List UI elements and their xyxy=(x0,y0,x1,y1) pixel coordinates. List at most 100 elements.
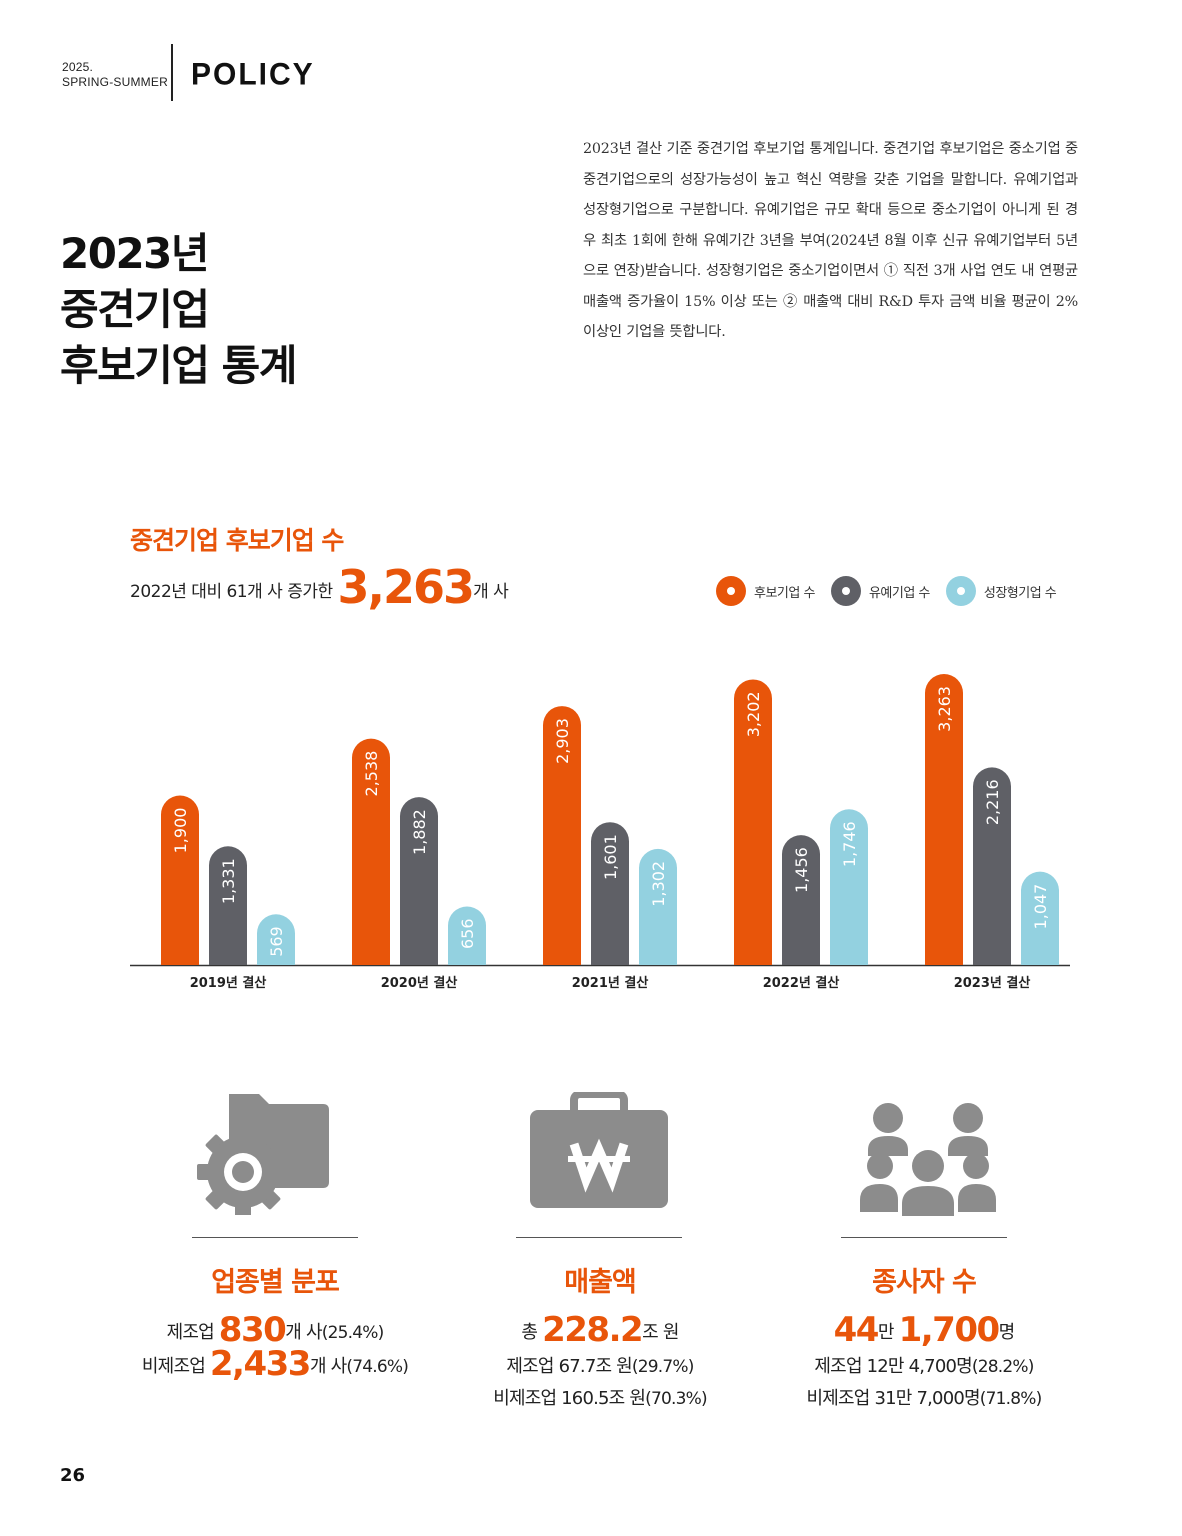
bar-label-deferred-1: 1,882 xyxy=(410,809,429,855)
bar-label-growth-2: 1,302 xyxy=(649,861,668,907)
issue-info: 2025. SPRING-SUMMER xyxy=(62,60,168,90)
page-title-line1: 2023년 xyxy=(60,229,210,278)
employees-line1-mid: 만 xyxy=(877,1322,899,1343)
employees-line1-suffix: 명 xyxy=(998,1322,1016,1343)
bar-label-growth-1: 656 xyxy=(458,918,477,949)
bar-chart: 1,900 1,331 569 2019년 결산 2,538 1,882 656 2020년 … xyxy=(130,674,1070,991)
employees-divider xyxy=(841,1237,1007,1238)
chart-title: 중견기업 후보기업 수 xyxy=(130,526,344,555)
bar-deferred-4 xyxy=(973,767,1011,965)
industry-line2-prefix: 비제조업 xyxy=(141,1356,210,1377)
legend-label-candidates: 후보기업 수 xyxy=(754,585,815,601)
chart-subtitle-number: 3,263 xyxy=(337,560,476,614)
employees-line1-number1: 44 xyxy=(833,1310,880,1350)
industry-line1-prefix: 제조업 xyxy=(166,1322,219,1343)
legend-dot-deferred xyxy=(830,576,861,606)
bar-label-growth-4: 1,047 xyxy=(1031,884,1050,930)
bar-label-candidates-1: 2,538 xyxy=(362,751,381,797)
section-label: POLICY xyxy=(191,57,315,92)
legend-item-deferred: 유예기업 수 xyxy=(830,576,930,606)
industry-line1-pct: (25.4%) xyxy=(321,1323,384,1343)
sales-divider xyxy=(516,1237,682,1238)
industry-line-manufacturing: 제조업 830개 사(25.4%) xyxy=(75,1310,475,1350)
bar-label-deferred-2: 1,601 xyxy=(601,834,620,880)
bar-label-deferred-3: 1,456 xyxy=(792,847,811,893)
header-divider xyxy=(171,44,173,101)
bar-label-growth-0: 569 xyxy=(267,926,286,957)
x-tick-label-3: 2022년 결산 xyxy=(763,975,840,991)
sales-line3-pct: (70.3%) xyxy=(645,1389,707,1409)
industry-line-nonmanufacturing: 비제조업 2,433개 사(74.6%) xyxy=(75,1344,475,1384)
bar-label-candidates-4: 3,263 xyxy=(935,686,954,732)
legend-dot-candidates xyxy=(716,576,746,606)
industry-line2-suffix: 개 사 xyxy=(309,1356,347,1377)
employees-title: 종사자 수 xyxy=(872,1267,977,1298)
legend-dot-growth xyxy=(945,576,976,606)
page-title: 2023년 중견기업 후보기업 통계 xyxy=(60,226,297,394)
briefcase-won-icon xyxy=(530,1092,668,1208)
employees-line1-number2: 1,700 xyxy=(898,1310,1001,1350)
industry-line1-number: 830 xyxy=(218,1310,287,1350)
chart-legend: 후보기업 수 유예기업 수 성장형기업 수 xyxy=(716,576,1057,606)
bar-label-growth-3: 1,746 xyxy=(840,821,859,867)
employees-line2-text: 제조업 12만 4,700명 xyxy=(814,1356,972,1377)
employees-line-nonmanufacturing: 비제조업 31만 7,000명(71.8%) xyxy=(724,1384,1124,1410)
legend-label-growth: 성장형기업 수 xyxy=(983,585,1057,601)
sales-line2-text: 제조업 67.7조 원 xyxy=(506,1356,632,1377)
bar-candidates-3 xyxy=(734,679,772,965)
bar-growth-0 xyxy=(257,914,295,965)
sales-line-manufacturing: 제조업 67.7조 원(29.7%) xyxy=(400,1352,800,1378)
bar-deferred-2 xyxy=(591,822,629,965)
bar-label-deferred-4: 2,216 xyxy=(983,779,1002,825)
sales-line-total: 총 228.2조 원 xyxy=(400,1310,800,1350)
bar-growth-3 xyxy=(830,809,868,965)
sales-title: 매출액 xyxy=(564,1267,637,1298)
x-tick-label-2: 2021년 결산 xyxy=(572,975,649,991)
bar-deferred-0 xyxy=(209,846,247,965)
employees-line2-pct: (28.2%) xyxy=(971,1357,1034,1377)
sales-line2-pct: (29.7%) xyxy=(631,1357,694,1377)
bar-candidates-4 xyxy=(925,674,963,965)
industry-title: 업종별 분포 xyxy=(211,1267,340,1298)
x-tick-label-4: 2023년 결산 xyxy=(954,975,1031,991)
x-tick-label-0: 2019년 결산 xyxy=(190,975,267,991)
chart-subtitle-suffix: 개 사 xyxy=(473,582,509,602)
legend-item-candidates: 후보기업 수 xyxy=(716,576,815,606)
bar-growth-1 xyxy=(448,906,486,965)
sales-line-nonmanufacturing: 비제조업 160.5조 원(70.3%) xyxy=(400,1384,800,1410)
bar-label-candidates-0: 1,900 xyxy=(171,808,190,854)
bar-deferred-3 xyxy=(782,835,820,965)
page-number: 26 xyxy=(60,1465,86,1486)
sales-line1-number: 228.2 xyxy=(542,1310,644,1350)
employees-line-manufacturing: 제조업 12만 4,700명(28.2%) xyxy=(724,1352,1124,1378)
gear-folder-icon xyxy=(197,1094,329,1215)
issue-season: SPRING-SUMMER xyxy=(62,75,168,89)
industry-line2-number: 2,433 xyxy=(209,1344,312,1384)
bar-deferred-1 xyxy=(400,797,438,965)
industry-line1-suffix: 개 사 xyxy=(285,1322,322,1343)
bar-label-deferred-0: 1,331 xyxy=(219,858,238,904)
bar-label-candidates-2: 2,903 xyxy=(553,718,572,764)
page-title-line3: 후보기업 통계 xyxy=(60,341,297,390)
x-tick-label-1: 2020년 결산 xyxy=(381,975,458,991)
employees-line3-text: 비제조업 31만 7,000명 xyxy=(806,1388,981,1409)
people-group-icon xyxy=(860,1103,996,1216)
sales-line1-suffix: 조 원 xyxy=(642,1322,679,1343)
industry-divider xyxy=(192,1237,358,1238)
legend-label-deferred: 유예기업 수 xyxy=(868,585,930,601)
chart-subtitle: 2022년 대비 61개 사 증가한 3,263개 사 xyxy=(130,560,509,614)
bar-candidates-2 xyxy=(543,706,581,965)
intro-paragraph: 2023년 결산 기준 중견기업 후보기업 통계입니다. 중견기업 후보기업은 … xyxy=(583,141,1078,340)
bar-growth-2 xyxy=(639,848,677,965)
employees-line-total: 44만 1,700명 xyxy=(724,1310,1124,1350)
issue-year: 2025. xyxy=(62,60,94,74)
sales-line3-text: 비제조업 160.5조 원 xyxy=(493,1388,646,1409)
employees-line3-pct: (71.8%) xyxy=(979,1389,1042,1409)
legend-item-growth: 성장형기업 수 xyxy=(945,576,1057,606)
page-title-line2: 중견기업 xyxy=(60,285,210,334)
bar-growth-4 xyxy=(1021,871,1059,965)
bar-candidates-1 xyxy=(352,738,390,965)
chart-subtitle-prefix: 2022년 대비 61개 사 증가한 xyxy=(130,582,338,602)
bar-label-candidates-3: 3,202 xyxy=(744,691,763,737)
industry-line2-pct: (74.6%) xyxy=(346,1357,409,1377)
